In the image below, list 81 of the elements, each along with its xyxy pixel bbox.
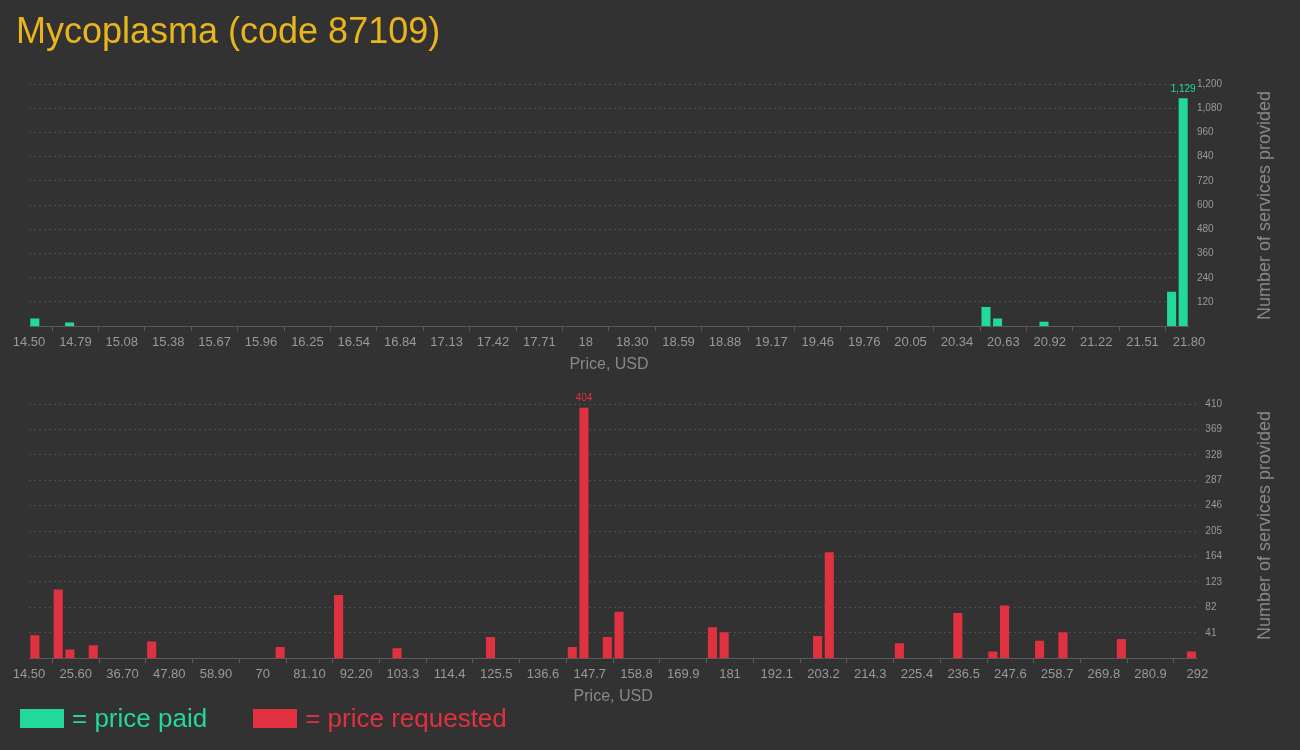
y-tick-label: 164 bbox=[1205, 550, 1223, 562]
y-tick-label: 205 bbox=[1205, 524, 1223, 536]
x-tick-label: 236.5 bbox=[947, 665, 980, 681]
y-tick-label: 480 bbox=[1196, 223, 1215, 235]
x-tick-label: 258.7 bbox=[1040, 665, 1074, 681]
x-tick-label: 58.90 bbox=[199, 665, 233, 681]
y-tick-label: 960 bbox=[1196, 126, 1215, 138]
x-tick-label: 25.60 bbox=[59, 665, 93, 681]
x-tick-label: 14.50 bbox=[12, 333, 46, 349]
y-axis-title: Number of services provided bbox=[1254, 89, 1275, 322]
y-tick-label: 123 bbox=[1205, 575, 1223, 587]
legend-label: = price requested bbox=[305, 703, 507, 734]
x-tick-label: 269.8 bbox=[1087, 665, 1121, 681]
x-tick-label: 136.6 bbox=[526, 665, 560, 681]
x-tick-label: 15.08 bbox=[105, 333, 139, 349]
x-tick-label: 20.92 bbox=[1033, 333, 1067, 349]
x-tick-label: 19.76 bbox=[847, 333, 881, 349]
x-tick-label: 20.05 bbox=[894, 333, 927, 349]
x-tick-label: 19.17 bbox=[755, 333, 788, 349]
y-tick-label: 240 bbox=[1196, 271, 1215, 283]
x-tick-label: 20.63 bbox=[987, 333, 1020, 349]
x-tick-label: 280.9 bbox=[1134, 665, 1167, 681]
y-tick-label: 840 bbox=[1196, 150, 1215, 162]
x-tick-label: 15.38 bbox=[151, 333, 185, 349]
x-tick-label: 20.34 bbox=[940, 333, 974, 349]
x-tick-label: 14.79 bbox=[59, 333, 92, 349]
x-tick-label: 18.88 bbox=[708, 333, 742, 349]
y-tick-label: 720 bbox=[1196, 174, 1215, 186]
x-tick-label: 103.3 bbox=[386, 665, 420, 681]
y-tick-label: 1,200 bbox=[1196, 77, 1223, 89]
x-tick-label: 158.8 bbox=[620, 665, 653, 681]
x-tick-label: 292 bbox=[1186, 665, 1209, 681]
data-label: 404 bbox=[575, 392, 593, 404]
x-tick-label: 21.80 bbox=[1172, 333, 1206, 349]
chart-title: Mycoplasma (code 87109) bbox=[16, 10, 441, 52]
x-tick-label: 18 bbox=[578, 333, 594, 349]
x-tick-label: 247.6 bbox=[994, 665, 1027, 681]
x-tick-label: 15.67 bbox=[198, 333, 231, 349]
y-tick-label: 120 bbox=[1196, 295, 1215, 307]
x-tick-label: 169.9 bbox=[666, 665, 700, 681]
x-tick-label: 225.4 bbox=[900, 665, 934, 681]
x-tick-label: 147.7 bbox=[573, 665, 607, 681]
x-tick-label: 16.54 bbox=[337, 333, 371, 349]
x-axis-title: Price, USD bbox=[573, 686, 653, 704]
x-tick-label: 192.1 bbox=[760, 665, 793, 681]
y-tick-label: 360 bbox=[1196, 247, 1215, 259]
x-tick-label: 70 bbox=[255, 665, 270, 681]
x-tick-label: 81.10 bbox=[293, 665, 326, 681]
x-tick-label: 15.96 bbox=[244, 333, 278, 349]
x-tick-label: 125.5 bbox=[480, 665, 513, 681]
legend-label: = price paid bbox=[72, 703, 208, 734]
y-tick-label: 287 bbox=[1205, 474, 1223, 486]
y-tick-label: 369 bbox=[1205, 423, 1223, 435]
x-tick-label: 14.50 bbox=[12, 665, 46, 681]
x-tick-label: 17.71 bbox=[523, 333, 556, 349]
x-tick-label: 181 bbox=[719, 665, 741, 681]
y-tick-label: 82 bbox=[1205, 601, 1217, 613]
x-tick-label: 47.80 bbox=[152, 665, 186, 681]
data-label: 1,129 bbox=[1170, 83, 1197, 95]
x-tick-label: 16.25 bbox=[291, 333, 324, 349]
y-tick-label: 328 bbox=[1205, 448, 1223, 460]
y-tick-label: 1,080 bbox=[1196, 101, 1223, 113]
y-tick-label: 410 bbox=[1205, 397, 1223, 409]
x-tick-label: 114.4 bbox=[433, 665, 466, 681]
x-tick-label: 214.3 bbox=[853, 665, 887, 681]
x-tick-label: 16.84 bbox=[383, 333, 417, 349]
x-axis-title: Price, USD bbox=[569, 354, 649, 372]
x-tick-label: 17.13 bbox=[430, 333, 463, 349]
x-tick-label: 19.46 bbox=[801, 333, 835, 349]
y-tick-label: 600 bbox=[1196, 198, 1215, 210]
x-tick-label: 18.59 bbox=[662, 333, 695, 349]
x-tick-label: 21.22 bbox=[1079, 333, 1113, 349]
y-axis-title: Number of services provided bbox=[1254, 409, 1275, 642]
x-tick-label: 18.30 bbox=[615, 333, 649, 349]
x-tick-label: 92.20 bbox=[339, 665, 373, 681]
x-tick-label: 203.2 bbox=[807, 665, 840, 681]
x-tick-label: 36.70 bbox=[106, 665, 139, 681]
x-tick-label: 17.42 bbox=[476, 333, 510, 349]
y-tick-label: 246 bbox=[1205, 499, 1223, 511]
x-tick-label: 21.51 bbox=[1126, 333, 1159, 349]
y-tick-label: 41 bbox=[1205, 626, 1217, 638]
